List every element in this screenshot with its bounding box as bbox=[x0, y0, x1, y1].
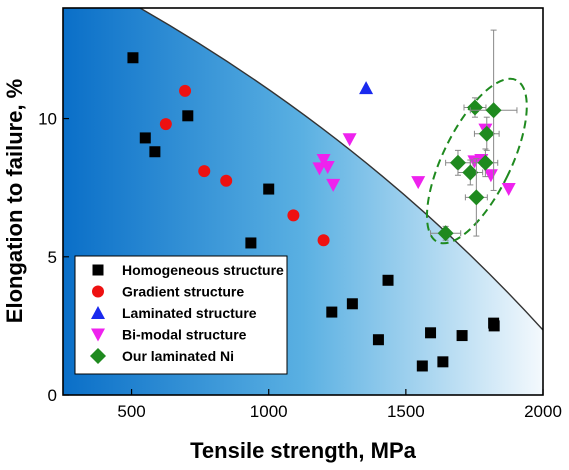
data-point bbox=[198, 165, 211, 178]
data-point bbox=[501, 183, 516, 197]
data-point bbox=[382, 274, 394, 286]
legend-marker bbox=[91, 328, 105, 342]
legend-label: Bi-modal structure bbox=[122, 327, 247, 343]
axis-ticks: 500 1000 1500 2000 0 5 10 bbox=[38, 110, 562, 421]
envelope-curve bbox=[139, 8, 543, 331]
data-point bbox=[179, 84, 192, 97]
data-point bbox=[462, 164, 479, 181]
legend-item: Laminated structure bbox=[91, 305, 257, 321]
data-point bbox=[488, 320, 500, 332]
x-axis-title: Tensile strength, MPa bbox=[190, 438, 417, 463]
data-point bbox=[182, 110, 194, 122]
highlight-ellipse bbox=[425, 77, 528, 245]
plot-frame bbox=[62, 7, 544, 396]
series-gradient-structure bbox=[159, 84, 330, 247]
legend-label: Laminated structure bbox=[122, 305, 257, 321]
x-tick-label: 500 bbox=[117, 402, 145, 421]
legend-label: Our laminated Ni bbox=[122, 348, 234, 364]
y-tick-label: 5 bbox=[48, 248, 57, 267]
legend-marker bbox=[92, 264, 104, 276]
legend-marker bbox=[92, 285, 104, 298]
y-tick-label: 10 bbox=[38, 110, 57, 129]
data-point bbox=[316, 154, 331, 168]
y-tick-label: 0 bbox=[48, 386, 57, 405]
data-point bbox=[245, 237, 257, 249]
data-marks bbox=[127, 29, 528, 372]
data-point bbox=[346, 298, 358, 310]
data-point bbox=[220, 174, 233, 187]
data-point bbox=[326, 178, 341, 192]
data-point bbox=[456, 330, 468, 342]
data-point bbox=[483, 169, 498, 183]
data-point bbox=[449, 154, 466, 171]
data-point bbox=[342, 133, 357, 147]
data-point bbox=[149, 146, 161, 158]
legend-box bbox=[74, 255, 288, 375]
legend-item: Gradient structure bbox=[92, 284, 244, 300]
series-our-laminated-ni bbox=[430, 29, 518, 242]
data-point bbox=[437, 356, 449, 368]
data-point bbox=[139, 132, 151, 144]
legend-label: Homogeneous structure bbox=[122, 262, 284, 278]
legend-item: Bi-modal structure bbox=[91, 327, 247, 343]
data-point bbox=[159, 118, 172, 131]
y-axis-title: Elongation to failure, % bbox=[2, 79, 27, 323]
data-point bbox=[263, 183, 275, 195]
x-tick-label: 1000 bbox=[250, 402, 288, 421]
data-point bbox=[425, 327, 437, 339]
data-point bbox=[359, 81, 374, 95]
legend-marker bbox=[90, 348, 106, 364]
data-point bbox=[317, 234, 330, 247]
x-tick-label: 1500 bbox=[387, 402, 425, 421]
legend-label: Gradient structure bbox=[122, 284, 244, 300]
data-point bbox=[372, 334, 384, 346]
legend-item: Homogeneous structure bbox=[92, 262, 284, 278]
data-point bbox=[127, 52, 139, 64]
data-point bbox=[287, 209, 300, 222]
series-homogeneous-structure bbox=[127, 52, 500, 372]
data-point bbox=[326, 306, 338, 318]
data-point bbox=[416, 360, 428, 372]
legend: Homogeneous structure Gradient structure L… bbox=[74, 255, 288, 375]
data-point bbox=[478, 125, 495, 142]
data-point bbox=[468, 189, 485, 206]
legend-item: Our laminated Ni bbox=[90, 348, 234, 364]
data-point bbox=[437, 225, 454, 242]
data-point bbox=[466, 99, 483, 116]
legend-marker bbox=[91, 306, 105, 319]
series-laminated-structure bbox=[359, 81, 374, 95]
x-tick-label: 2000 bbox=[524, 402, 562, 421]
data-point bbox=[485, 102, 502, 119]
data-point bbox=[320, 160, 335, 174]
data-point bbox=[411, 176, 426, 190]
data-point bbox=[477, 154, 494, 171]
